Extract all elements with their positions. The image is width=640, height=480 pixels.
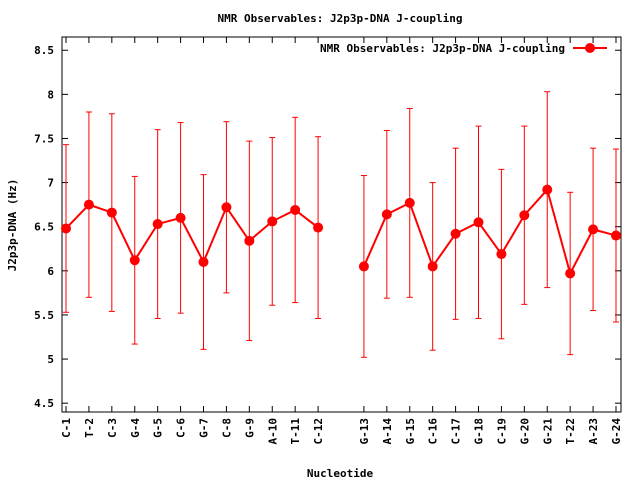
series-line-segment (65, 203, 319, 265)
x-tick-label: A-14 (381, 418, 394, 445)
y-tick-label: 8.5 (34, 44, 54, 57)
x-tick-label: G-7 (198, 418, 211, 438)
x-tick-label: G-15 (404, 418, 417, 445)
data-point (313, 222, 324, 233)
y-tick-label: 7 (47, 177, 54, 190)
y-axis-label: J2p3p-DNA (Hz) (6, 179, 19, 272)
data-point (427, 261, 438, 272)
data-point (267, 216, 278, 227)
data-point (198, 257, 209, 267)
y-tick-label: 6.5 (34, 221, 54, 234)
series-points (61, 184, 621, 279)
y-tick-label: 8 (47, 88, 54, 101)
data-point (588, 224, 599, 235)
data-point (611, 230, 621, 241)
data-point (473, 217, 484, 228)
x-tick-label: T-22 (564, 418, 577, 445)
x-tick-label: C-17 (450, 418, 463, 445)
legend-label: NMR Observables: J2p3p-DNA J-coupling (320, 42, 565, 55)
data-point (404, 197, 415, 208)
x-tick-label: C-12 (312, 418, 325, 445)
data-point (519, 210, 530, 221)
data-point (152, 219, 163, 230)
legend-marker (585, 43, 595, 53)
data-point (496, 249, 507, 260)
series-line (65, 187, 617, 277)
data-point (175, 212, 186, 223)
data-point (129, 255, 140, 266)
x-tick-label: C-6 (175, 418, 188, 438)
data-point (290, 204, 301, 215)
y-tick-label: 4.5 (34, 397, 54, 410)
x-tick-label: G-20 (518, 418, 531, 445)
data-point (358, 261, 369, 272)
y-tick-label: 6 (47, 265, 54, 278)
x-tick-label: G-24 (610, 418, 623, 445)
chart-title: NMR Observables: J2p3p-DNA J-coupling (217, 12, 462, 25)
data-point (83, 199, 94, 210)
error-bars (63, 91, 619, 358)
x-tick-label: G-18 (473, 418, 486, 445)
x-tick-label: T-2 (83, 418, 96, 438)
x-axis-label: Nucleotide (307, 467, 374, 480)
plot-frame (61, 36, 622, 413)
series-line-segment (363, 187, 617, 277)
x-axis: C-1 T-2 C-3 G-4 G-5 C-6 G-7 C-8 G-9 A-10 T-11 C-12 G… (60, 37, 623, 445)
x-tick-label: A-23 (587, 418, 600, 445)
x-tick-label: G-5 (152, 418, 165, 438)
x-tick-label: C-3 (106, 418, 119, 438)
x-tick-label: G-21 (541, 418, 554, 445)
data-point (61, 223, 71, 234)
x-tick-label: T-11 (289, 418, 302, 445)
y-axis: 4.5 5 5.5 6 6.5 7 7.5 8 8.5 (34, 44, 621, 410)
x-tick-label: C-19 (495, 418, 508, 445)
data-point (244, 235, 255, 246)
legend: NMR Observables: J2p3p-DNA J-coupling (320, 42, 607, 55)
data-point (221, 202, 232, 213)
data-point (106, 207, 117, 218)
x-tick-label: C-8 (220, 418, 233, 438)
y-tick-label: 7.5 (34, 132, 54, 145)
data-point (565, 268, 576, 279)
y-tick-label: 5 (47, 353, 54, 366)
x-tick-label: G-9 (243, 418, 256, 438)
x-tick-label: C-1 (60, 418, 73, 438)
x-tick-label: G-4 (129, 418, 142, 438)
y-tick-label: 5.5 (34, 309, 54, 322)
x-tick-label: G-13 (358, 418, 371, 445)
x-tick-label: A-10 (266, 418, 279, 445)
data-point (381, 209, 392, 220)
data-point (542, 184, 553, 195)
data-point (450, 228, 461, 239)
x-tick-label: C-16 (427, 418, 440, 445)
